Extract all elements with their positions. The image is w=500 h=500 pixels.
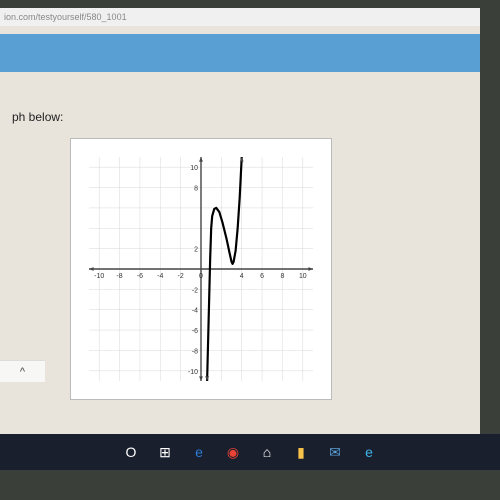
caret-up-icon: ^	[20, 366, 25, 378]
store-icon[interactable]: ⌂	[255, 440, 279, 464]
monitor-screen: ion.com/testyourself/580_1001 ph below: …	[0, 8, 480, 448]
page-content: ph below: -10-8-6-4-2046810-10-8-6-4-228…	[0, 98, 480, 412]
svg-text:-10: -10	[188, 369, 198, 376]
svg-text:-4: -4	[157, 273, 163, 280]
function-graph: -10-8-6-4-2046810-10-8-6-4-22810	[89, 157, 313, 381]
svg-text:10: 10	[299, 273, 307, 280]
chrome-icon[interactable]: ◉	[221, 440, 245, 464]
page-header	[0, 34, 480, 72]
chart-frame: -10-8-6-4-2046810-10-8-6-4-22810	[70, 138, 332, 400]
edge-icon[interactable]: e	[187, 440, 211, 464]
mail-icon[interactable]: ✉	[323, 440, 347, 464]
svg-text:-2: -2	[192, 287, 198, 294]
svg-text:-8: -8	[192, 348, 198, 355]
browser-address-bar[interactable]: ion.com/testyourself/580_1001	[0, 8, 480, 26]
url-text: ion.com/testyourself/580_1001	[4, 12, 127, 22]
cortana-icon[interactable]: O	[119, 440, 143, 464]
system-tray-caret[interactable]: ^	[0, 360, 45, 382]
svg-text:4: 4	[240, 273, 244, 280]
explorer-icon[interactable]: ▮	[289, 440, 313, 464]
taskview-icon[interactable]: ⊞	[153, 440, 177, 464]
svg-text:2: 2	[194, 247, 198, 254]
windows-taskbar: O ⊞ e ◉ ⌂ ▮ ✉ e	[0, 434, 500, 470]
question-prompt: ph below:	[12, 110, 468, 124]
ie-icon[interactable]: e	[357, 440, 381, 464]
svg-text:-10: -10	[94, 273, 104, 280]
svg-text:10: 10	[190, 165, 198, 172]
svg-text:-6: -6	[137, 273, 143, 280]
svg-text:8: 8	[281, 273, 285, 280]
svg-text:6: 6	[260, 273, 264, 280]
svg-text:-2: -2	[178, 273, 184, 280]
svg-text:-8: -8	[116, 273, 122, 280]
svg-text:0: 0	[199, 273, 203, 280]
svg-text:-4: -4	[192, 308, 198, 315]
svg-text:-6: -6	[192, 328, 198, 335]
svg-text:8: 8	[194, 186, 198, 193]
